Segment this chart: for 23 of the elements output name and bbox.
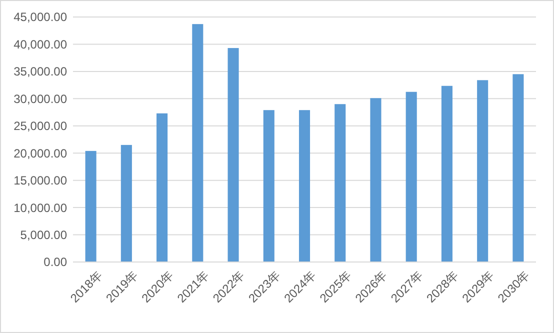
bar <box>228 48 239 262</box>
bar <box>192 24 204 262</box>
y-tick-label: 0.00 <box>44 255 68 270</box>
bar <box>477 80 488 262</box>
y-tick-label: 30,000.00 <box>14 92 68 106</box>
bar <box>334 104 346 262</box>
bar <box>298 110 310 262</box>
y-tick-label: 25,000.00 <box>14 119 68 134</box>
bar <box>512 74 524 262</box>
bar <box>441 86 452 262</box>
y-tick-label: 10,000.00 <box>14 200 68 215</box>
y-tick-label: 15,000.00 <box>14 174 68 188</box>
bar <box>156 113 168 262</box>
y-tick-label: 20,000.00 <box>14 146 68 160</box>
y-tick-label: 5,000.00 <box>20 228 68 242</box>
bar <box>263 110 274 262</box>
bar <box>85 150 96 262</box>
bar <box>406 92 417 262</box>
y-tick-label: 40,000.00 <box>14 37 68 52</box>
y-tick-label: 35,000.00 <box>14 64 68 79</box>
bar <box>370 98 382 262</box>
y-tick-label: 45,000.00 <box>14 10 68 24</box>
bar <box>120 144 132 262</box>
